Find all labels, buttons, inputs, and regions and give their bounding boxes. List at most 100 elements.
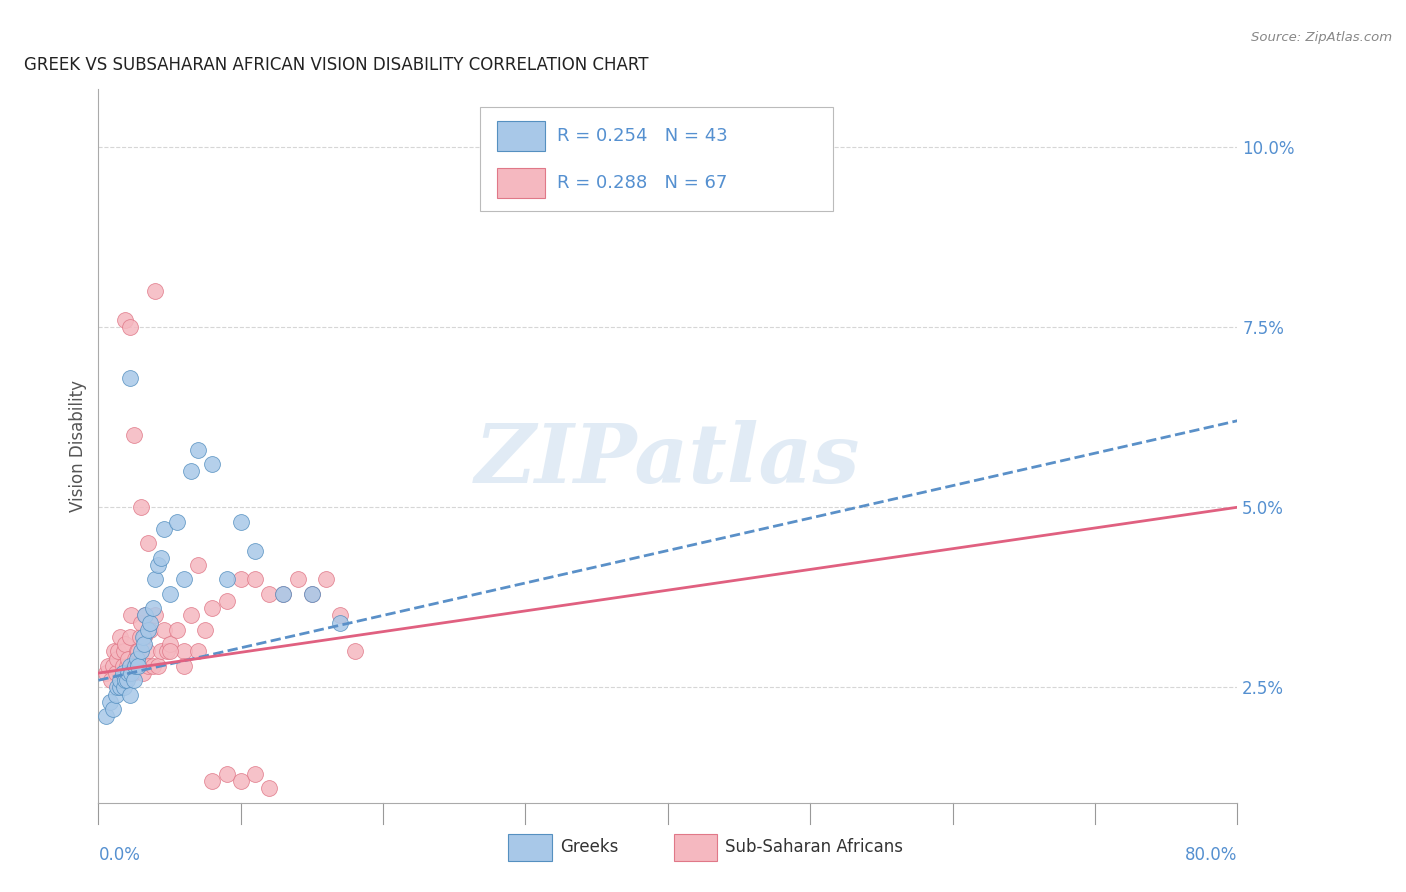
Point	[173, 658, 195, 673]
Point	[201, 457, 224, 471]
Point	[129, 615, 152, 630]
Point	[134, 608, 156, 623]
Point	[201, 601, 224, 615]
Point	[243, 767, 266, 781]
Point	[105, 681, 128, 695]
Point	[273, 587, 295, 601]
Point	[229, 515, 252, 529]
Point	[127, 644, 149, 658]
Point	[153, 623, 176, 637]
Point	[94, 666, 117, 681]
Point	[136, 536, 159, 550]
Point	[122, 658, 145, 673]
Point	[329, 608, 352, 623]
Point	[138, 623, 160, 637]
Point	[145, 572, 167, 586]
Point	[134, 608, 156, 623]
Point	[103, 644, 125, 658]
Point	[194, 623, 217, 637]
Point	[150, 644, 173, 658]
Text: R = 0.288   N = 67: R = 0.288 N = 67	[557, 175, 728, 193]
Point	[101, 702, 124, 716]
Point	[125, 644, 148, 658]
Point	[118, 658, 141, 673]
Text: Greeks: Greeks	[560, 838, 619, 856]
FancyBboxPatch shape	[498, 169, 546, 198]
Point	[118, 688, 141, 702]
Point	[215, 594, 238, 608]
Point	[129, 500, 152, 515]
Point	[150, 550, 173, 565]
Point	[114, 637, 136, 651]
Point	[118, 370, 141, 384]
Point	[117, 651, 139, 665]
Point	[141, 601, 163, 615]
Point	[215, 767, 238, 781]
Point	[110, 673, 132, 688]
Point	[122, 673, 145, 688]
Point	[148, 558, 170, 572]
Point	[100, 673, 122, 688]
Point	[131, 630, 153, 644]
Point	[108, 630, 131, 644]
Point	[107, 644, 129, 658]
Point	[132, 630, 155, 644]
Point	[136, 658, 159, 673]
Point	[131, 666, 153, 681]
Point	[118, 320, 141, 334]
Point	[159, 644, 181, 658]
Point	[166, 515, 188, 529]
Point	[136, 623, 159, 637]
Point	[138, 615, 160, 630]
Point	[273, 587, 295, 601]
Point	[287, 572, 309, 586]
Point	[187, 442, 209, 457]
Point	[120, 608, 142, 623]
Point	[145, 284, 167, 298]
Point	[148, 658, 170, 673]
Point	[301, 587, 323, 601]
Point	[98, 695, 121, 709]
Point	[128, 630, 150, 644]
Point	[173, 644, 195, 658]
Text: R = 0.254   N = 43: R = 0.254 N = 43	[557, 127, 728, 145]
Point	[315, 572, 337, 586]
Point	[187, 644, 209, 658]
FancyBboxPatch shape	[479, 107, 832, 211]
Point	[301, 587, 323, 601]
Point	[104, 666, 127, 681]
Point	[166, 623, 188, 637]
FancyBboxPatch shape	[498, 121, 546, 152]
Point	[112, 644, 135, 658]
Y-axis label: Vision Disability: Vision Disability	[69, 380, 87, 512]
Point	[115, 673, 138, 688]
Point	[156, 644, 179, 658]
Point	[159, 587, 181, 601]
Point	[114, 673, 136, 688]
Point	[117, 666, 139, 681]
Point	[124, 651, 146, 665]
FancyBboxPatch shape	[673, 834, 717, 862]
Text: Source: ZipAtlas.com: Source: ZipAtlas.com	[1251, 31, 1392, 45]
Point	[108, 681, 131, 695]
Point	[121, 666, 143, 681]
Point	[97, 658, 120, 673]
Point	[111, 658, 134, 673]
Point	[104, 688, 127, 702]
Point	[201, 774, 224, 789]
Point	[187, 558, 209, 572]
Point	[94, 709, 117, 723]
Point	[259, 781, 281, 796]
Text: GREEK VS SUBSAHARAN AFRICAN VISION DISABILITY CORRELATION CHART: GREEK VS SUBSAHARAN AFRICAN VISION DISAB…	[24, 56, 650, 74]
Point	[101, 658, 124, 673]
Text: 80.0%: 80.0%	[1185, 846, 1237, 864]
Point	[115, 658, 138, 673]
Point	[180, 464, 202, 478]
Point	[180, 608, 202, 623]
Point	[329, 615, 352, 630]
Point	[132, 637, 155, 651]
Point	[229, 774, 252, 789]
Point	[114, 313, 136, 327]
Point	[125, 651, 148, 665]
Point	[118, 630, 141, 644]
